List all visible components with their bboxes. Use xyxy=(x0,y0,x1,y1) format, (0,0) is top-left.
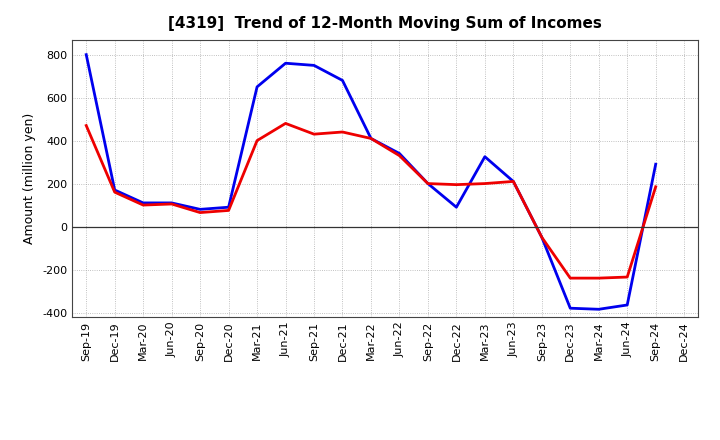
Title: [4319]  Trend of 12-Month Moving Sum of Incomes: [4319] Trend of 12-Month Moving Sum of I… xyxy=(168,16,602,32)
Ordinary Income xyxy=(82,52,91,57)
Net Income xyxy=(566,275,575,281)
Net Income xyxy=(225,208,233,213)
Net Income xyxy=(82,123,91,128)
Net Income xyxy=(167,202,176,207)
Ordinary Income xyxy=(366,136,375,141)
Ordinary Income xyxy=(480,154,489,159)
Net Income xyxy=(366,136,375,141)
Ordinary Income xyxy=(310,63,318,68)
Ordinary Income xyxy=(167,200,176,205)
Line: Ordinary Income: Ordinary Income xyxy=(86,55,656,309)
Net Income xyxy=(253,138,261,143)
Ordinary Income xyxy=(395,151,404,156)
Net Income xyxy=(452,182,461,187)
Ordinary Income xyxy=(452,205,461,210)
Ordinary Income xyxy=(509,179,518,184)
Ordinary Income xyxy=(423,181,432,186)
Net Income xyxy=(423,181,432,186)
Ordinary Income xyxy=(595,307,603,312)
Net Income xyxy=(595,275,603,281)
Ordinary Income xyxy=(110,187,119,193)
Ordinary Income xyxy=(139,200,148,205)
Ordinary Income xyxy=(196,207,204,212)
Line: Net Income: Net Income xyxy=(86,123,656,278)
Y-axis label: Amount (million yen): Amount (million yen) xyxy=(24,113,37,244)
Net Income xyxy=(537,235,546,240)
Net Income xyxy=(282,121,290,126)
Ordinary Income xyxy=(282,61,290,66)
Ordinary Income xyxy=(338,78,347,83)
Net Income xyxy=(139,202,148,208)
Net Income xyxy=(623,275,631,280)
Ordinary Income xyxy=(652,161,660,167)
Ordinary Income xyxy=(225,205,233,210)
Net Income xyxy=(480,181,489,186)
Net Income xyxy=(310,132,318,137)
Net Income xyxy=(110,190,119,195)
Net Income xyxy=(338,129,347,135)
Net Income xyxy=(652,184,660,190)
Net Income xyxy=(196,210,204,215)
Ordinary Income xyxy=(566,305,575,311)
Ordinary Income xyxy=(253,84,261,89)
Ordinary Income xyxy=(623,302,631,308)
Ordinary Income xyxy=(537,235,546,240)
Net Income xyxy=(395,153,404,158)
Net Income xyxy=(509,179,518,184)
